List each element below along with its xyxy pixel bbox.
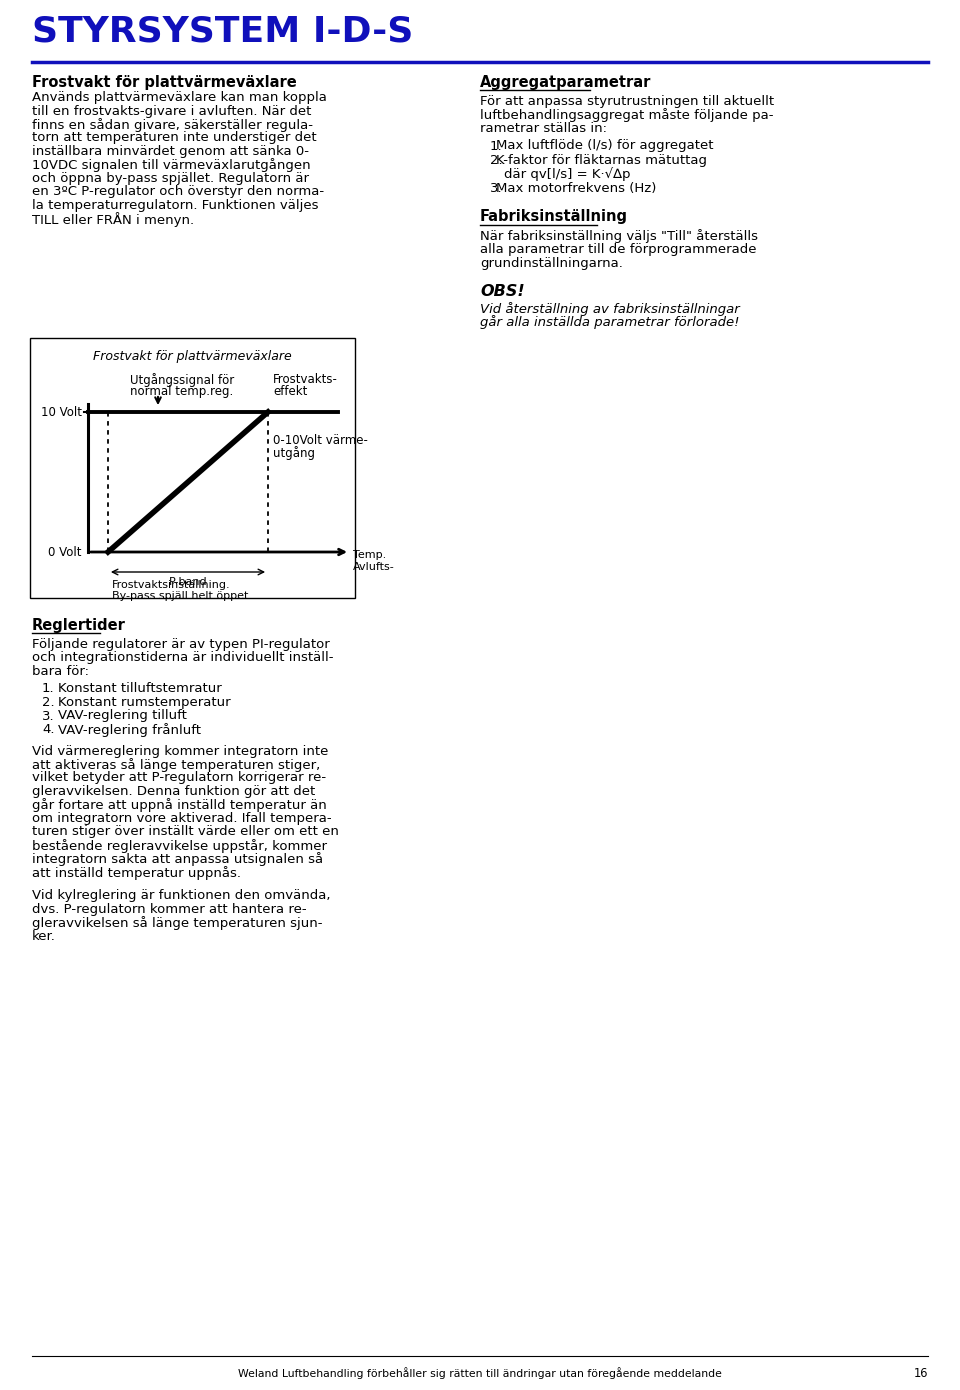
Text: torn att temperaturen inte understiger det: torn att temperaturen inte understiger d…: [32, 132, 317, 145]
Text: Vid återställning av fabriksinställningar: Vid återställning av fabriksinställninga…: [480, 302, 740, 316]
Text: att inställd temperatur uppnås.: att inställd temperatur uppnås.: [32, 866, 241, 880]
Text: VAV-reglering tilluft: VAV-reglering tilluft: [58, 709, 187, 723]
Text: Weland Luftbehandling förbehåller sig rätten till ändringar utan föregående medd: Weland Luftbehandling förbehåller sig rä…: [238, 1366, 722, 1379]
Text: rametrar ställas in:: rametrar ställas in:: [480, 122, 607, 135]
Text: P-band: P-band: [169, 577, 207, 587]
Text: Frostvaktsinställning.: Frostvaktsinställning.: [112, 580, 230, 589]
Text: ker.: ker.: [32, 930, 56, 942]
Text: inställbara minvärdet genom att sänka 0-: inställbara minvärdet genom att sänka 0-: [32, 145, 309, 158]
Text: TILL eller FRÅN i menyn.: TILL eller FRÅN i menyn.: [32, 213, 194, 228]
Text: Konstant rumstemperatur: Konstant rumstemperatur: [58, 696, 230, 709]
Text: 2.: 2.: [42, 696, 55, 709]
Text: Utgångssignal för: Utgångssignal för: [130, 373, 234, 386]
Text: Reglertider: Reglertider: [32, 619, 126, 632]
Text: Aggregatparametrar: Aggregatparametrar: [480, 75, 652, 90]
Text: K-faktor för fläktarnas mätuttag: K-faktor för fläktarnas mätuttag: [496, 154, 707, 167]
Text: och integrationstiderna är individuellt inställ-: och integrationstiderna är individuellt …: [32, 652, 333, 664]
Text: effekt: effekt: [273, 385, 307, 398]
Text: 1.: 1.: [42, 682, 55, 695]
Text: VAV-reglering frånluft: VAV-reglering frånluft: [58, 723, 201, 737]
Text: där qv[l/s] = K·√∆p: där qv[l/s] = K·√∆p: [504, 168, 631, 181]
Text: 0-10Volt värme-: 0-10Volt värme-: [273, 434, 368, 448]
Text: Vid kylreglering är funktionen den omvända,: Vid kylreglering är funktionen den omvän…: [32, 890, 330, 902]
Text: och öppna by-pass spjället. Regulatorn är: och öppna by-pass spjället. Regulatorn ä…: [32, 172, 309, 185]
Text: normal temp.reg.: normal temp.reg.: [130, 385, 233, 398]
Text: Frostvakts-: Frostvakts-: [273, 373, 338, 386]
Text: gleravvikelsen. Denna funktion gör att det: gleravvikelsen. Denna funktion gör att d…: [32, 785, 315, 798]
Text: vilket betyder att P-regulatorn korrigerar re-: vilket betyder att P-regulatorn korriger…: [32, 771, 326, 784]
Text: Temp.: Temp.: [353, 550, 386, 560]
Text: 4.: 4.: [42, 723, 55, 735]
Text: Frostvakt för plattvärmeväxlare: Frostvakt för plattvärmeväxlare: [93, 350, 292, 363]
Text: 10 Volt: 10 Volt: [41, 406, 82, 418]
Text: gleravvikelsen så länge temperaturen sjun-: gleravvikelsen så länge temperaturen sju…: [32, 916, 323, 930]
Text: 16: 16: [914, 1366, 928, 1380]
Text: 10VDC signalen till värmeväxlarutgången: 10VDC signalen till värmeväxlarutgången: [32, 158, 311, 172]
Text: Följande regulatorer är av typen PI-regulator: Följande regulatorer är av typen PI-regu…: [32, 638, 329, 651]
Text: alla parametrar till de förprogrammerade: alla parametrar till de förprogrammerade: [480, 243, 756, 256]
Text: Konstant tilluftstemratur: Konstant tilluftstemratur: [58, 682, 222, 695]
Text: 3.: 3.: [490, 182, 503, 195]
Text: 1.: 1.: [490, 139, 503, 153]
Text: la temperaturregulatorn. Funktionen väljes: la temperaturregulatorn. Funktionen välj…: [32, 199, 319, 213]
Text: By-pass spjäll helt öppet: By-pass spjäll helt öppet: [112, 591, 249, 600]
Text: luftbehandlingsaggregat måste följande pa-: luftbehandlingsaggregat måste följande p…: [480, 108, 774, 122]
Text: Max luftflöde (l/s) för aggregatet: Max luftflöde (l/s) för aggregatet: [496, 139, 713, 153]
Text: OBS!: OBS!: [480, 284, 524, 299]
Text: Vid värmereglering kommer integratorn inte: Vid värmereglering kommer integratorn in…: [32, 745, 328, 758]
Text: en 3ºC P-regulator och överstyr den norma-: en 3ºC P-regulator och överstyr den norm…: [32, 185, 324, 199]
Text: 2.: 2.: [490, 154, 503, 167]
Text: bestående regleravvikelse uppstår, kommer: bestående regleravvikelse uppstår, komme…: [32, 840, 327, 853]
Text: Används plattvärmeväxlare kan man koppla: Används plattvärmeväxlare kan man koppla: [32, 90, 326, 104]
Text: Avlufts-: Avlufts-: [353, 562, 395, 573]
Text: till en frostvakts-givare i avluften. När det: till en frostvakts-givare i avluften. Nä…: [32, 104, 311, 118]
Text: Max motorfrekvens (Hz): Max motorfrekvens (Hz): [496, 182, 657, 195]
Text: Frostvakt för plattvärmeväxlare: Frostvakt för plattvärmeväxlare: [32, 75, 297, 90]
Text: turen stiger över inställt värde eller om ett en: turen stiger över inställt värde eller o…: [32, 826, 339, 838]
Text: integratorn sakta att anpassa utsignalen så: integratorn sakta att anpassa utsignalen…: [32, 852, 324, 866]
Text: 0 Volt: 0 Volt: [49, 545, 82, 559]
Text: om integratorn vore aktiverad. Ifall tempera-: om integratorn vore aktiverad. Ifall tem…: [32, 812, 331, 826]
Text: STYRSYSTEM I-D-S: STYRSYSTEM I-D-S: [32, 15, 414, 49]
Text: utgång: utgång: [273, 446, 315, 460]
Text: När fabriksinställning väljs "Till" återställs: När fabriksinställning väljs "Till" åter…: [480, 229, 758, 243]
Text: går alla inställda parametrar förlorade!: går alla inställda parametrar förlorade!: [480, 316, 739, 329]
Text: 3.: 3.: [42, 709, 55, 723]
Text: För att anpassa styrutrustningen till aktuellt: För att anpassa styrutrustningen till ak…: [480, 95, 774, 108]
Text: dvs. P-regulatorn kommer att hantera re-: dvs. P-regulatorn kommer att hantera re-: [32, 904, 306, 916]
Text: att aktiveras så länge temperaturen stiger,: att aktiveras så länge temperaturen stig…: [32, 758, 321, 771]
Text: Fabriksinställning: Fabriksinställning: [480, 210, 628, 225]
Text: bara för:: bara för:: [32, 664, 89, 678]
Bar: [30, 338, 355, 598]
Text: grundinställningarna.: grundinställningarna.: [480, 257, 623, 270]
Text: finns en sådan givare, säkerställer regula-: finns en sådan givare, säkerställer regu…: [32, 118, 313, 132]
Text: går fortare att uppnå inställd temperatur än: går fortare att uppnå inställd temperatu…: [32, 798, 326, 813]
